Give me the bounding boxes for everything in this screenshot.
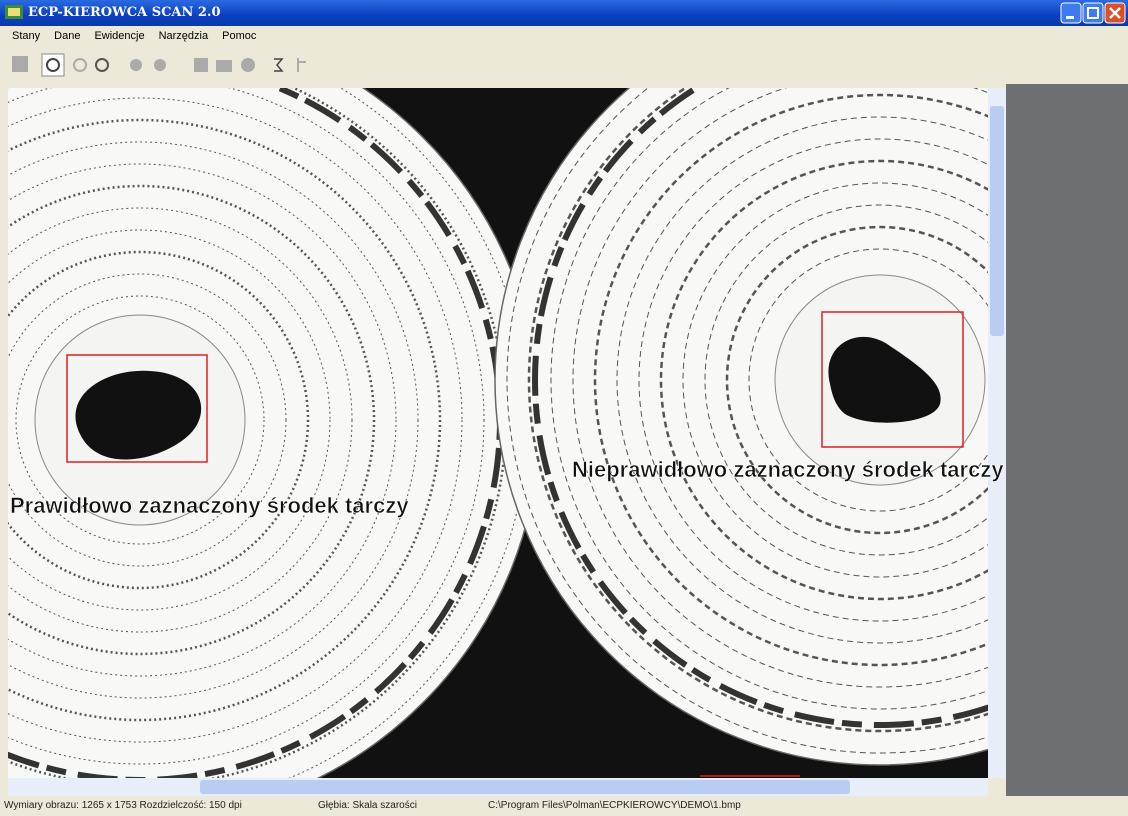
menu-item[interactable]: Ewidencje — [94, 30, 144, 42]
title-bar: ECP-KIEROWCA SCAN 2.0 — [0, 0, 1128, 26]
app-window: ECP-KIEROWCA SCAN 2.0 Stany Dane Ewidencje… — [0, 0, 1128, 816]
menu-item[interactable]: Pomoc — [222, 30, 256, 42]
tool-button[interactable] — [298, 58, 306, 72]
app-icon — [5, 5, 25, 21]
menu-item[interactable]: Dane — [54, 30, 80, 42]
tool-button[interactable] — [216, 60, 232, 72]
status-text: Głębia: Skala szarości — [318, 800, 417, 811]
status-text: C:\Program Files\Polman\ECPKIEROWCY\DEMO… — [488, 800, 741, 811]
tool-button[interactable] — [96, 59, 108, 71]
tool-button[interactable] — [241, 58, 255, 72]
scroll-thumb[interactable] — [990, 106, 1004, 336]
tool-button[interactable] — [194, 58, 208, 72]
tool-button[interactable] — [42, 54, 64, 76]
tool-button[interactable] — [74, 59, 86, 71]
menu-bar: Stany Dane Ewidencje Narzędzia Pomoc — [0, 30, 258, 48]
tool-button[interactable] — [274, 59, 282, 71]
toolbar — [8, 52, 408, 78]
tool-button[interactable] — [154, 59, 166, 71]
window-title: ECP-KIEROWCA SCAN 2.0 — [28, 5, 221, 20]
menu-item[interactable]: Narzędzia — [159, 30, 209, 42]
scanned-discs — [0, 84, 1128, 796]
side-panel — [1006, 84, 1128, 796]
status-bar: Wymiary obrazu: 1265 x 1753 Rozdzielczoś… — [0, 796, 1128, 816]
scroll-thumb[interactable] — [200, 780, 850, 794]
annotation: Nieprawidłowo zaznaczony środek tarczy — [572, 457, 1004, 482]
tool-button[interactable] — [12, 56, 28, 72]
status-text: Wymiary obrazu: 1265 x 1753 Rozdzielczoś… — [4, 800, 242, 811]
tool-button[interactable] — [130, 59, 142, 71]
annotation: Prawidłowo zaznaczony środek tarczy — [10, 493, 409, 518]
image-view: Prawidłowo zaznaczony środek tarczy Niep… — [0, 84, 1128, 796]
window-controls[interactable] — [1060, 2, 1126, 24]
menu-item[interactable]: Stany — [12, 30, 40, 42]
